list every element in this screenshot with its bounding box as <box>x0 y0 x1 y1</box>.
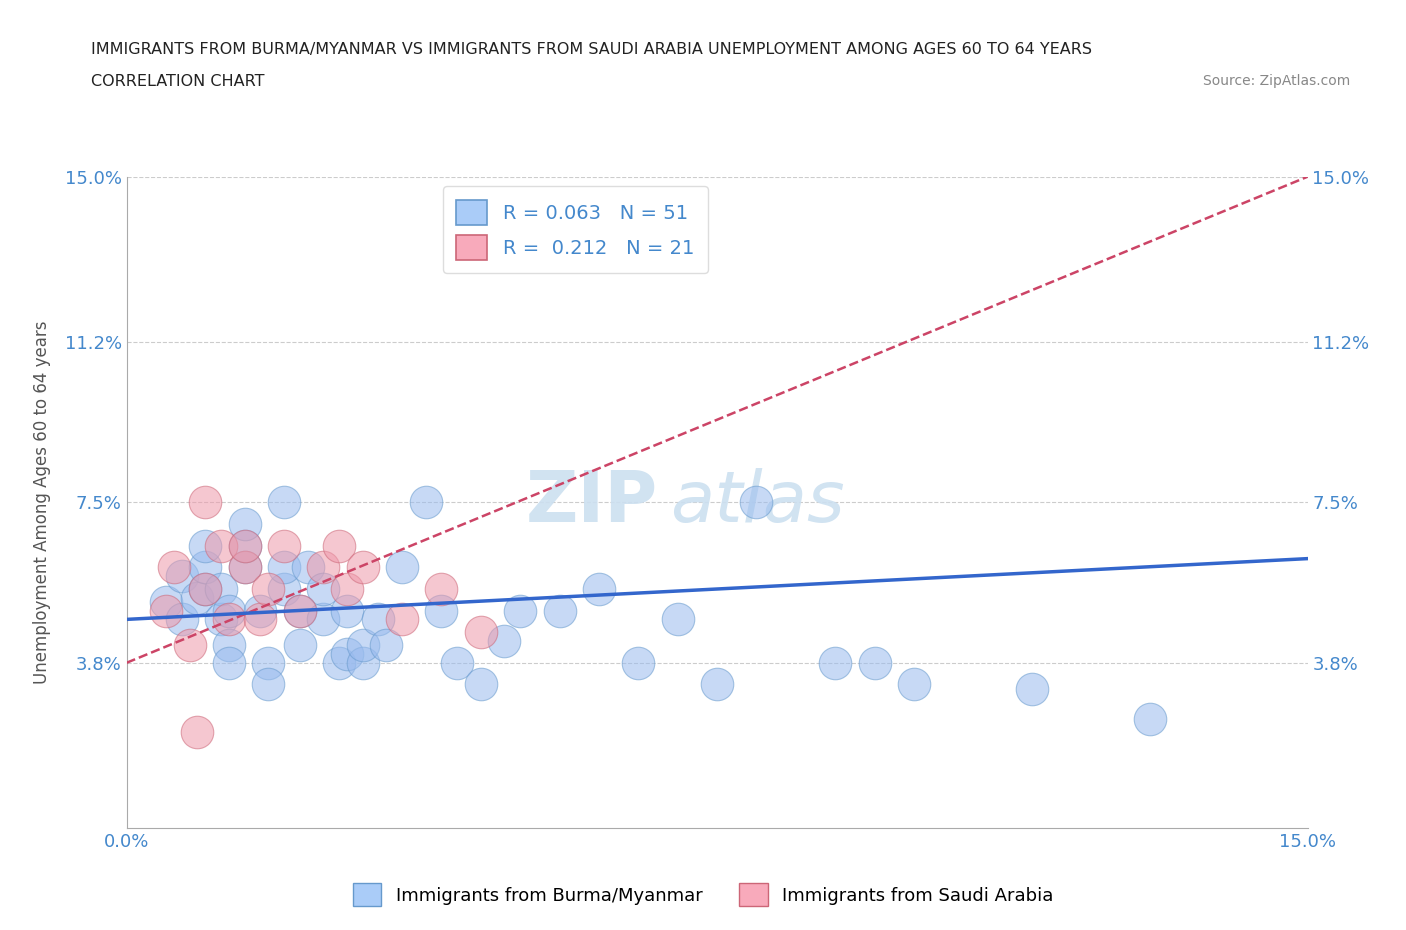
Point <box>233 538 256 553</box>
Point <box>170 568 193 583</box>
Point <box>288 638 311 653</box>
Point <box>352 656 374 671</box>
Point <box>186 724 208 739</box>
Point <box>194 581 217 596</box>
Point <box>336 604 359 618</box>
Point <box>336 646 359 661</box>
Point <box>745 495 768 510</box>
Point <box>257 581 280 596</box>
Legend: R = 0.063   N = 51, R =  0.212   N = 21: R = 0.063 N = 51, R = 0.212 N = 21 <box>443 186 709 273</box>
Point <box>706 677 728 692</box>
Point <box>194 495 217 510</box>
Point <box>194 581 217 596</box>
Point <box>494 633 516 648</box>
Point <box>328 538 350 553</box>
Point <box>627 656 650 671</box>
Point <box>194 560 217 575</box>
Text: atlas: atlas <box>669 468 845 537</box>
Point <box>312 560 335 575</box>
Point <box>352 638 374 653</box>
Point <box>352 560 374 575</box>
Point <box>1021 682 1043 697</box>
Point <box>824 656 846 671</box>
Point <box>415 495 437 510</box>
Point <box>273 560 295 575</box>
Point <box>312 612 335 627</box>
Point <box>257 656 280 671</box>
Point <box>218 612 240 627</box>
Point <box>336 581 359 596</box>
Point <box>328 656 350 671</box>
Point <box>163 560 186 575</box>
Point <box>863 656 886 671</box>
Point <box>233 516 256 531</box>
Point <box>470 677 492 692</box>
Point <box>209 612 232 627</box>
Point <box>249 612 271 627</box>
Point <box>430 581 453 596</box>
Point <box>249 604 271 618</box>
Point <box>233 560 256 575</box>
Point <box>375 638 398 653</box>
Point <box>903 677 925 692</box>
Text: Source: ZipAtlas.com: Source: ZipAtlas.com <box>1202 74 1350 88</box>
Point <box>666 612 689 627</box>
Point <box>391 612 413 627</box>
Point <box>179 638 201 653</box>
Point <box>218 604 240 618</box>
Text: IMMIGRANTS FROM BURMA/MYANMAR VS IMMIGRANTS FROM SAUDI ARABIA UNEMPLOYMENT AMONG: IMMIGRANTS FROM BURMA/MYANMAR VS IMMIGRA… <box>91 42 1092 57</box>
Y-axis label: Unemployment Among Ages 60 to 64 years: Unemployment Among Ages 60 to 64 years <box>32 321 51 684</box>
Point <box>218 656 240 671</box>
Point <box>288 604 311 618</box>
Point <box>367 612 389 627</box>
Point <box>257 677 280 692</box>
Point <box>209 538 232 553</box>
Point <box>209 581 232 596</box>
Legend: Immigrants from Burma/Myanmar, Immigrants from Saudi Arabia: Immigrants from Burma/Myanmar, Immigrant… <box>346 876 1060 913</box>
Point <box>273 538 295 553</box>
Point <box>297 560 319 575</box>
Point <box>312 581 335 596</box>
Point <box>170 612 193 627</box>
Point <box>288 604 311 618</box>
Point <box>273 581 295 596</box>
Point <box>470 625 492 640</box>
Point <box>233 538 256 553</box>
Point <box>273 495 295 510</box>
Point <box>509 604 531 618</box>
Point <box>218 638 240 653</box>
Point <box>155 594 177 609</box>
Point <box>446 656 468 671</box>
Point <box>194 538 217 553</box>
Point <box>155 604 177 618</box>
Text: CORRELATION CHART: CORRELATION CHART <box>91 74 264 89</box>
Point <box>548 604 571 618</box>
Point <box>233 560 256 575</box>
Text: ZIP: ZIP <box>526 468 658 537</box>
Point <box>186 591 208 605</box>
Point <box>430 604 453 618</box>
Point <box>391 560 413 575</box>
Point <box>588 581 610 596</box>
Point <box>1139 711 1161 726</box>
